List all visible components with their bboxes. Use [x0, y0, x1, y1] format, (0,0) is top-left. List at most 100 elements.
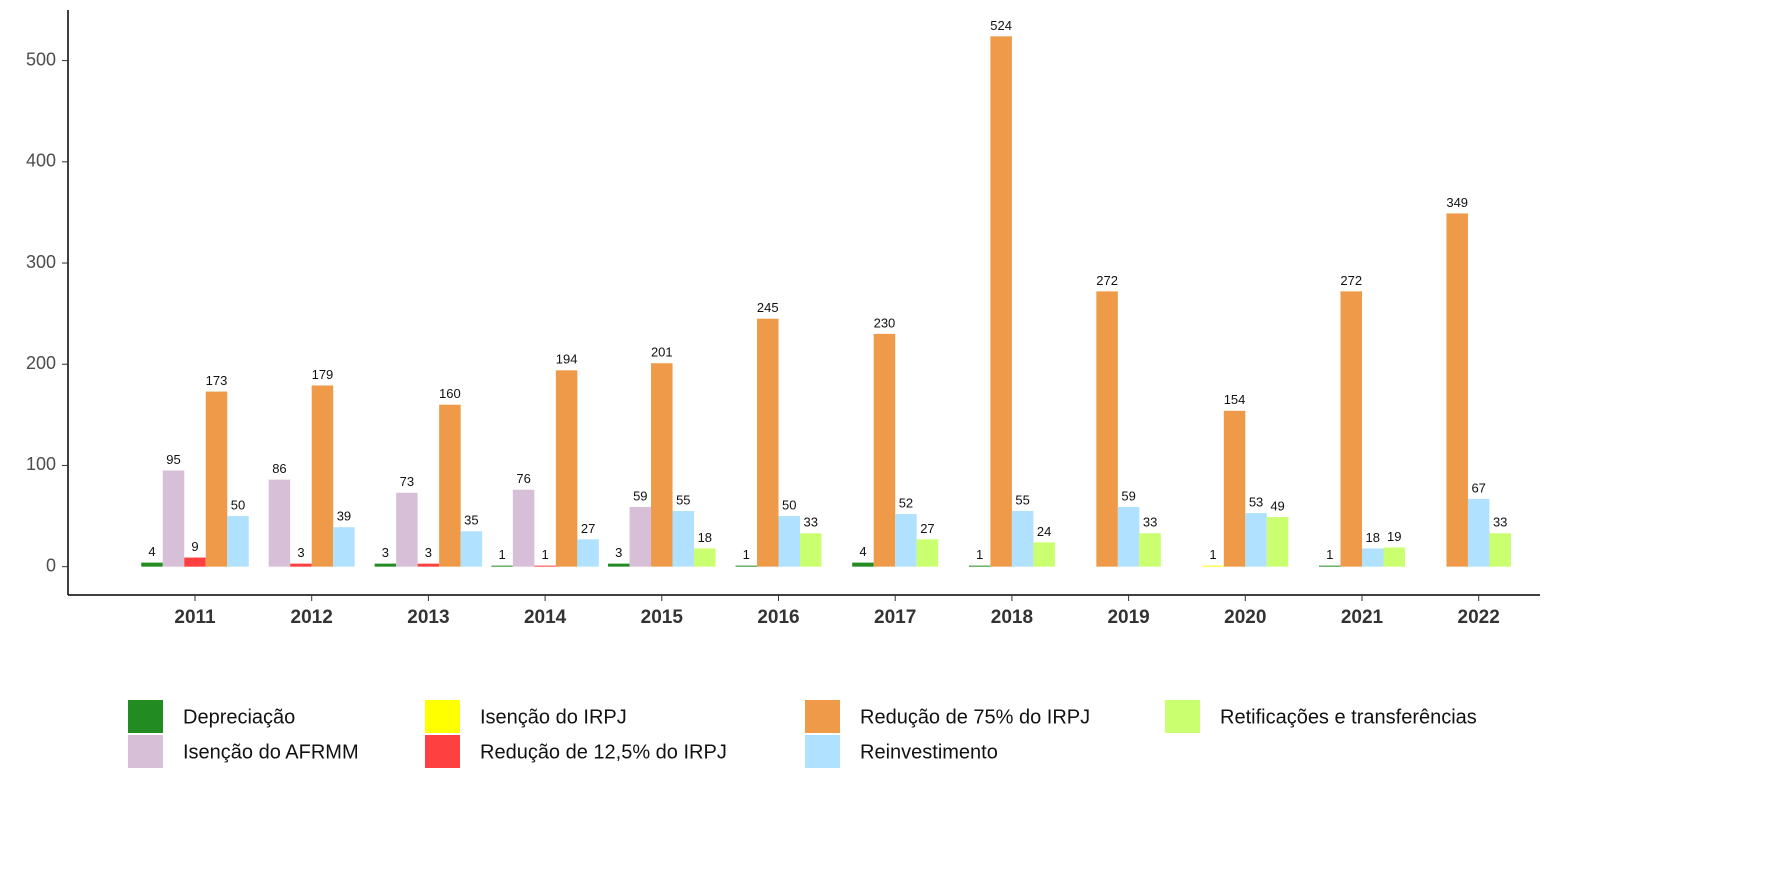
- data-label: 524: [990, 18, 1012, 33]
- legend-swatch: [128, 735, 163, 768]
- bar: [1319, 565, 1341, 567]
- data-label: 53: [1249, 494, 1263, 509]
- bar: [1446, 213, 1468, 567]
- bar: [694, 548, 716, 567]
- data-label: 55: [676, 492, 690, 507]
- data-label: 35: [464, 513, 478, 528]
- x-tick-label: 2014: [524, 607, 567, 628]
- bar: [1266, 517, 1289, 567]
- bar: [873, 333, 896, 567]
- bar: [968, 565, 991, 567]
- bar: [205, 391, 228, 567]
- data-label: 230: [874, 315, 896, 330]
- data-label: 27: [581, 521, 595, 536]
- bar: [555, 370, 578, 567]
- data-label: 86: [272, 461, 286, 476]
- bar: [1139, 533, 1161, 567]
- data-label: 1: [743, 547, 750, 562]
- data-label: 154: [1224, 392, 1246, 407]
- data-label: 1: [498, 547, 505, 562]
- y-tick-label: 400: [26, 151, 56, 171]
- bar: [577, 539, 599, 567]
- data-label: 245: [757, 300, 779, 315]
- bar: [290, 563, 312, 567]
- legend-label: Reinvestimento: [860, 741, 998, 763]
- y-tick-label: 100: [26, 454, 56, 474]
- data-label: 272: [1340, 273, 1362, 288]
- data-label: 3: [425, 545, 432, 560]
- data-label: 3: [297, 545, 304, 560]
- legend-swatch: [805, 700, 840, 733]
- bar: [1489, 533, 1511, 567]
- data-label: 33: [804, 515, 818, 530]
- bar: [460, 531, 483, 567]
- data-label: 1: [1326, 547, 1333, 562]
- legend-swatch: [425, 735, 460, 768]
- legend-swatch: [425, 700, 460, 733]
- data-label: 194: [556, 352, 578, 367]
- data-label: 59: [1121, 488, 1135, 503]
- data-label: 18: [698, 530, 712, 545]
- data-label: 349: [1446, 195, 1468, 210]
- bar: [1223, 410, 1246, 567]
- bar: [1033, 542, 1055, 567]
- legend-swatch: [805, 735, 840, 768]
- data-label: 33: [1143, 515, 1157, 530]
- data-label: 19: [1387, 529, 1401, 544]
- x-tick-label: 2017: [874, 607, 916, 628]
- data-label: 55: [1015, 492, 1029, 507]
- bar: [778, 516, 800, 567]
- bar: [1340, 291, 1362, 567]
- data-label: 73: [400, 474, 414, 489]
- bar: [534, 565, 556, 567]
- data-label: 95: [166, 452, 180, 467]
- x-tick-label: 2015: [641, 607, 684, 628]
- data-label: 39: [337, 509, 351, 524]
- bar: [184, 557, 206, 567]
- bar: [374, 563, 397, 567]
- bar: [311, 385, 334, 567]
- bar: [852, 562, 874, 567]
- legend-label: Depreciação: [183, 706, 295, 728]
- data-label: 59: [633, 488, 647, 503]
- bar: [162, 470, 185, 567]
- data-label: 52: [899, 495, 913, 510]
- bar: [227, 516, 249, 567]
- bar: [1245, 513, 1267, 567]
- data-label: 3: [615, 545, 622, 560]
- bar: [141, 562, 163, 567]
- data-label: 4: [148, 544, 155, 559]
- x-tick-label: 2022: [1458, 607, 1500, 628]
- data-label: 1: [1209, 547, 1216, 562]
- bar: [916, 539, 939, 567]
- bar: [268, 479, 291, 567]
- bar: [735, 565, 757, 567]
- bar: [990, 36, 1012, 567]
- legend-swatch: [128, 700, 163, 733]
- bar: [1011, 510, 1034, 567]
- x-tick-label: 2013: [407, 607, 449, 628]
- legend-label: Isenção do IRPJ: [480, 706, 627, 728]
- bar: [1362, 548, 1384, 567]
- bar: [672, 510, 695, 567]
- bar: [1117, 506, 1140, 567]
- data-label: 160: [439, 386, 461, 401]
- bar: [512, 489, 535, 567]
- x-tick-label: 2021: [1341, 607, 1384, 628]
- x-tick-label: 2016: [757, 607, 799, 628]
- data-label: 50: [782, 497, 796, 512]
- data-label: 179: [312, 367, 334, 382]
- y-tick-label: 300: [26, 252, 56, 272]
- legend-label: Redução de 12,5% do IRPJ: [480, 741, 727, 763]
- bar: [651, 363, 673, 567]
- data-label: 76: [516, 471, 530, 486]
- data-label: 272: [1096, 273, 1118, 288]
- bar: [333, 527, 355, 567]
- data-label: 24: [1037, 524, 1051, 539]
- legend-label: Retificações e transferências: [1220, 706, 1477, 728]
- data-label: 67: [1471, 480, 1485, 495]
- legend-label: Redução de 75% do IRPJ: [860, 706, 1090, 728]
- data-label: 1: [541, 547, 548, 562]
- data-label: 173: [206, 373, 228, 388]
